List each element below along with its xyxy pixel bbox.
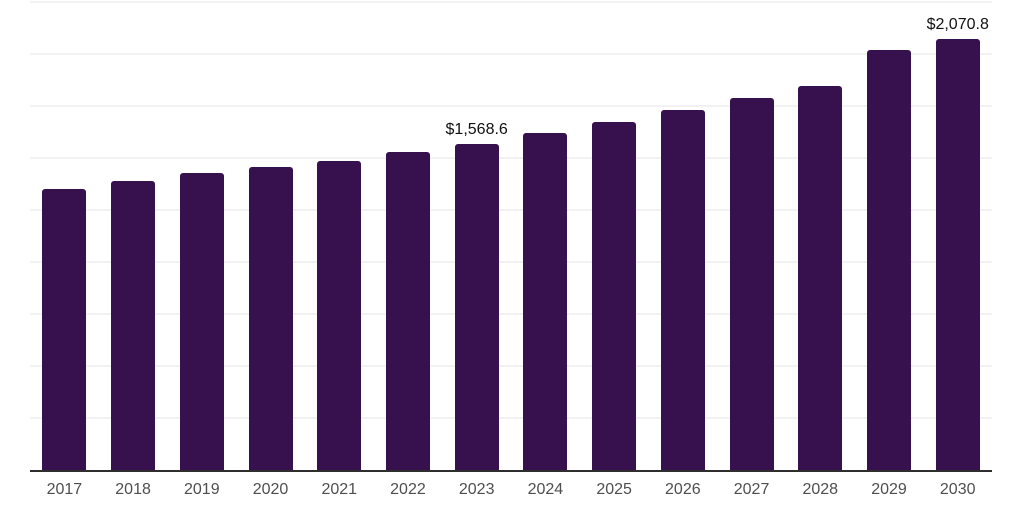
x-tick-label-2028: 2028 (802, 481, 839, 498)
bar-value-label-2023: $1,568.6 (445, 120, 508, 138)
bar-slot-2023: $1,568.6 (442, 2, 511, 470)
bar-slot-2018 (99, 2, 168, 470)
bar-2024[interactable] (523, 133, 568, 470)
x-tick-label-2023: 2023 (458, 481, 495, 498)
bar-2023[interactable] (454, 143, 499, 470)
x-tick-label-2021: 2021 (321, 481, 358, 498)
x-tick-label-2017: 2017 (46, 481, 83, 498)
gridline-750 (30, 313, 992, 315)
bar-2030[interactable] (935, 39, 980, 470)
x-axis-line (30, 470, 992, 472)
bar-2029[interactable] (866, 49, 911, 470)
x-tick-label-2027: 2027 (733, 481, 770, 498)
bar-slot-2022 (374, 2, 443, 470)
bar-slot-2027 (717, 2, 786, 470)
x-tick-label-2018: 2018 (115, 481, 151, 498)
bar-2021[interactable] (317, 161, 362, 470)
x-axis-labels: 2017 2018 2019 2020 2021 2022 2023 2024 2025 2026… (30, 480, 992, 500)
gridline-1250 (30, 209, 992, 211)
gridline-1000 (30, 261, 992, 263)
bar-2022[interactable] (385, 152, 430, 470)
x-tick-label-2024: 2024 (527, 481, 564, 498)
plot-area: $1,568.6 $2,070.8 (30, 1, 992, 472)
bar-slot-2026 (648, 2, 717, 470)
bar-slot-2029 (855, 2, 924, 470)
bar-2020[interactable] (248, 167, 293, 470)
bars-layer: $1,568.6 $2,070.8 (30, 2, 992, 470)
bar-2018[interactable] (111, 181, 156, 470)
bar-slot-2025 (580, 2, 649, 470)
bar-2019[interactable] (179, 173, 224, 470)
bar-slot-2017 (30, 2, 99, 470)
bar-slot-2024 (511, 2, 580, 470)
bar-slot-2019 (167, 2, 236, 470)
bar-slot-2021 (305, 2, 374, 470)
x-tick-label-2022: 2022 (390, 481, 426, 498)
gridline-2250 (30, 1, 992, 3)
gridline-2000 (30, 53, 992, 55)
x-tick-label-2026: 2026 (665, 481, 701, 498)
x-tick-label-2025: 2025 (596, 481, 632, 498)
bar-slot-2030: $2,070.8 (923, 2, 992, 470)
bar-2017[interactable] (42, 189, 87, 470)
bar-slot-2028 (786, 2, 855, 470)
x-tick-label-2029: 2029 (871, 481, 907, 498)
bar-2026[interactable] (660, 110, 705, 470)
bar-2025[interactable] (592, 122, 637, 470)
gridline-1500 (30, 157, 992, 159)
bar-2028[interactable] (798, 86, 843, 470)
bar-2027[interactable] (729, 98, 774, 470)
bar-slot-2020 (236, 2, 305, 470)
bar-value-label-2030: $2,070.8 (926, 16, 989, 34)
x-tick-label-2019: 2019 (184, 481, 220, 498)
x-tick-label-2030: 2030 (939, 481, 976, 498)
gridline-500 (30, 365, 992, 367)
gridline-1750 (30, 105, 992, 107)
gridline-250 (30, 417, 992, 419)
x-tick-label-2020: 2020 (252, 481, 289, 498)
